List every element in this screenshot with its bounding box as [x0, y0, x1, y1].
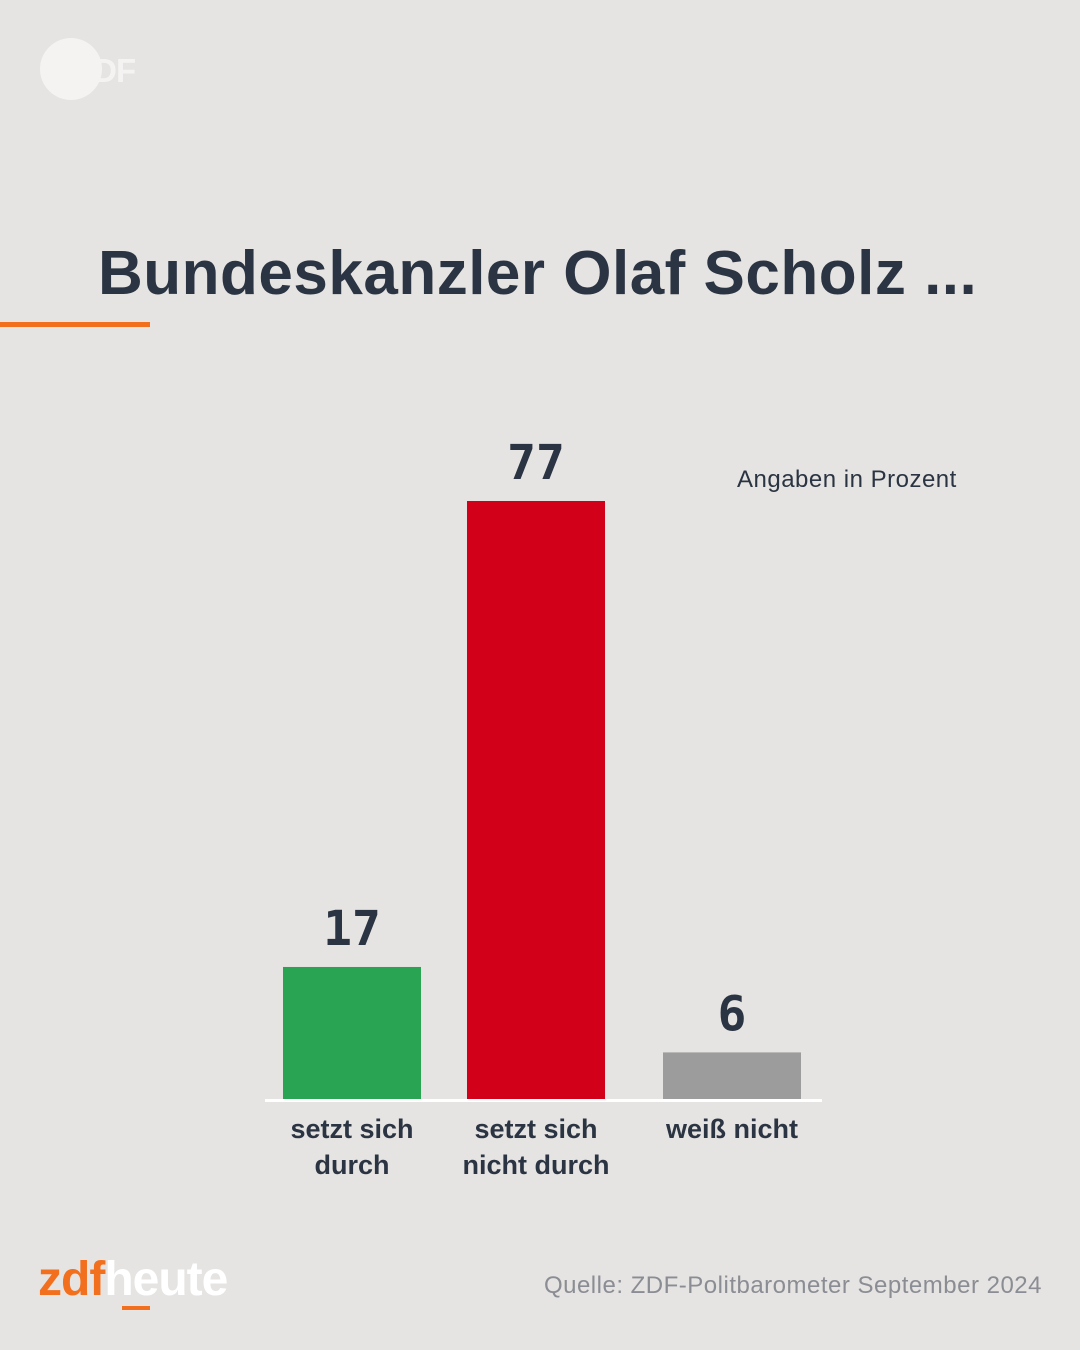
title-accent-rule	[0, 322, 150, 327]
zdf-logo-letters: ZDF	[74, 52, 136, 89]
chart-title: Bundeskanzler Olaf Scholz ...	[98, 239, 978, 308]
brand-part-zdf: zdf	[38, 1253, 105, 1306]
bar-3	[663, 1052, 801, 1099]
category-label-1: setzt sich durch	[290, 1114, 414, 1180]
bar-1	[283, 966, 421, 1099]
value-label-3: 6	[718, 986, 747, 1042]
zdf-logo-circle	[40, 38, 102, 100]
bar-2	[467, 501, 605, 1099]
source-note: Quelle: ZDF-Politbarometer September 202…	[543, 1272, 1042, 1299]
value-label-2: 77	[507, 435, 565, 491]
brand-part-heute: heute	[104, 1253, 228, 1306]
unit-note: Angaben in Prozent	[737, 466, 957, 493]
zdfheute-logo: zdfheute	[38, 1252, 228, 1307]
zdf-watermark-logo: ZDF	[38, 38, 158, 104]
value-label-1: 17	[323, 901, 381, 957]
brand-underline	[122, 1306, 150, 1310]
category-label-2: setzt sich nicht durch	[462, 1114, 610, 1180]
category-label-3: weiß nicht	[665, 1114, 798, 1144]
